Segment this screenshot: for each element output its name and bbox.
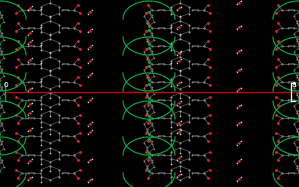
Text: o: o (4, 80, 9, 89)
Text: a: a (291, 80, 296, 89)
